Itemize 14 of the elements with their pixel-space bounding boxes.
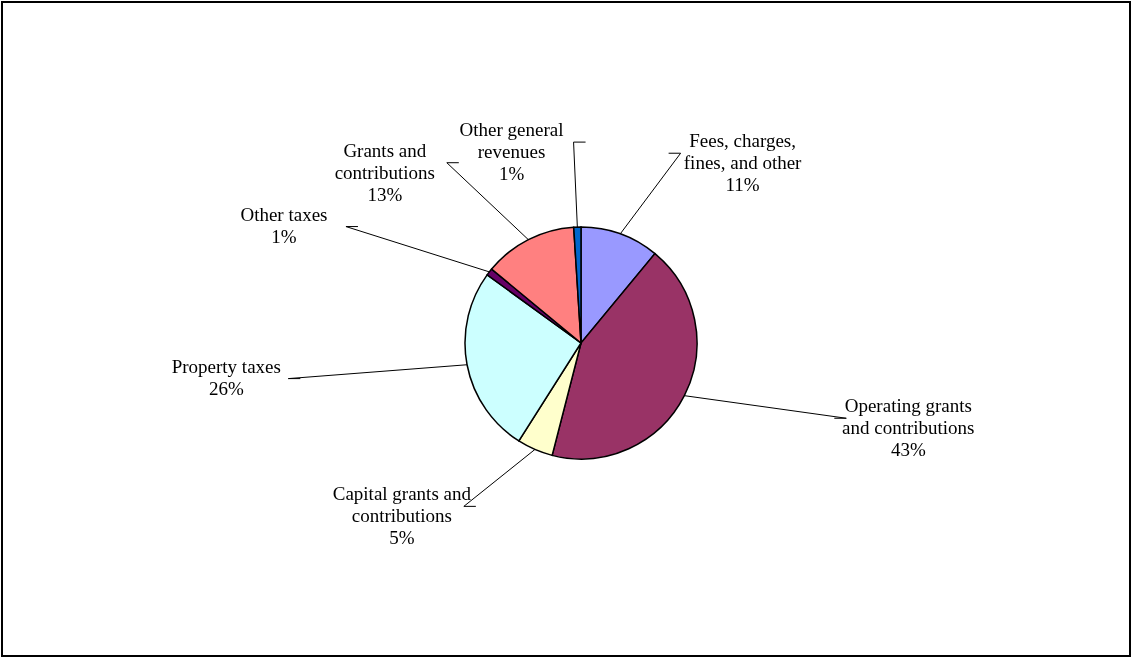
data-label: 26% xyxy=(208,377,244,399)
slice-label: Grants and contributions xyxy=(334,139,435,183)
slice-label: Operating grants and contributions xyxy=(842,395,975,439)
data-label: 1% xyxy=(498,163,525,185)
data-label: 43% xyxy=(890,439,926,461)
slice-label: Fees, charges, fines, and other xyxy=(683,130,803,174)
data-label: 5% xyxy=(389,527,415,549)
slice-label: Other general revenues xyxy=(459,119,564,163)
slice-label: Capital grants and contributions xyxy=(332,483,472,527)
slice-label: Other taxes xyxy=(240,203,328,225)
data-label: 1% xyxy=(271,225,297,247)
slice-label: Property taxes xyxy=(171,355,281,377)
data-label: 11% xyxy=(725,174,760,196)
data-label: 13% xyxy=(367,183,403,205)
